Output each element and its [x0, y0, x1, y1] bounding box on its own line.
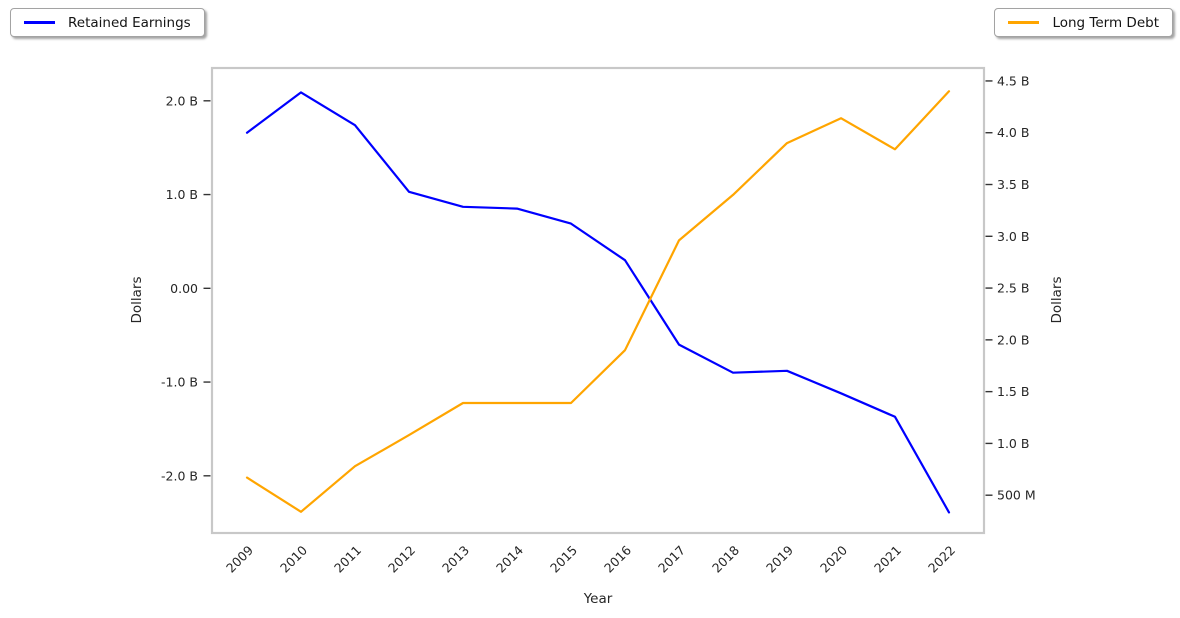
right-axis-tick-label: 1.5 B — [997, 384, 1029, 399]
legend-line-swatch-orange — [1008, 21, 1040, 24]
x-tick-label: 2017 — [655, 543, 688, 576]
left-axis-title: Dollars — [129, 276, 145, 323]
x-tick-label: 2021 — [871, 543, 904, 576]
right-axis-tick-label: 4.0 B — [997, 125, 1029, 140]
x-tick-label: 2011 — [331, 543, 364, 576]
right-axis-title: Dollars — [1049, 276, 1065, 323]
x-tick-label: 2015 — [547, 543, 580, 576]
x-tick-label: 2012 — [385, 543, 418, 576]
left-axis-tick-label: 1.0 B — [166, 187, 198, 202]
right-axis-tick-label: 3.0 B — [997, 229, 1029, 244]
legend-line-swatch-blue — [24, 21, 55, 24]
right-axis-tick-label: 4.5 B — [997, 73, 1029, 88]
legend-long-term-debt: Long Term Debt — [994, 8, 1173, 37]
right-axis-tick-label: 2.5 B — [997, 281, 1029, 296]
long-term-debt-line — [245, 90, 951, 513]
x-tick-label: 2010 — [277, 542, 310, 575]
x-tick-label: 2020 — [817, 542, 850, 575]
legend-retained-earnings: Retained Earnings — [10, 8, 205, 37]
x-tick-label: 2013 — [439, 543, 472, 576]
x-tick-label: 2018 — [709, 542, 742, 575]
x-tick-label: 2016 — [601, 542, 634, 575]
x-axis-title: Year — [583, 591, 613, 607]
x-tick-label: 2019 — [763, 542, 796, 575]
left-axis-tick-label: 2.0 B — [166, 93, 198, 108]
legend-label: Retained Earnings — [68, 14, 191, 31]
left-axis-tick-label: 0.00 — [170, 281, 198, 296]
legend-label: Long Term Debt — [1052, 14, 1159, 31]
right-axis-tick-label: 500 M — [997, 488, 1036, 503]
right-axis-tick-label: 3.5 B — [997, 177, 1029, 192]
x-tick-label: 2022 — [925, 543, 958, 576]
left-axis-tick-label: -1.0 B — [161, 375, 198, 390]
x-tick-label: 2009 — [223, 542, 256, 575]
plot-area — [210, 66, 986, 535]
x-tick-label: 2014 — [493, 542, 526, 575]
retained-earnings-line — [245, 91, 951, 514]
right-axis-tick-label: 2.0 B — [997, 332, 1029, 347]
left-axis-tick-label: -2.0 B — [161, 468, 198, 483]
right-axis-tick-label: 1.0 B — [997, 436, 1029, 451]
